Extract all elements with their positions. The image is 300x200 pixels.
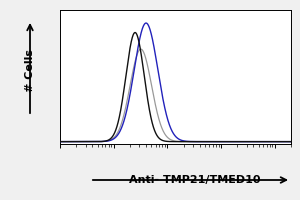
Text: Anti- TMP21/TMED10: Anti- TMP21/TMED10 — [129, 175, 261, 185]
Text: # Cells: # Cells — [25, 48, 35, 92]
